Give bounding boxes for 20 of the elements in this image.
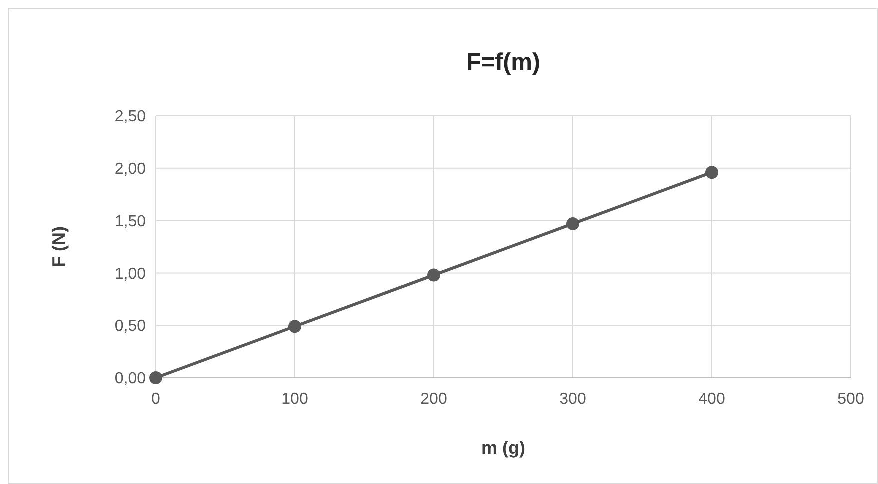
x-tick-label: 0 bbox=[152, 391, 161, 408]
y-tick-label: 2,50 bbox=[114, 108, 146, 126]
point bbox=[288, 320, 302, 334]
y-tick-label: 1,50 bbox=[114, 213, 146, 230]
point bbox=[706, 166, 718, 180]
y-tick-label: 0,50 bbox=[114, 318, 146, 336]
point bbox=[566, 217, 580, 230]
chart-title: F=f(m) bbox=[466, 49, 540, 76]
x-tick-label: 200 bbox=[420, 391, 448, 408]
x-tick-label: 300 bbox=[560, 391, 586, 408]
point bbox=[428, 268, 440, 282]
x-tick-label: 500 bbox=[838, 391, 864, 408]
y-axis-title: F (N) bbox=[49, 226, 69, 268]
y-tick-label: 1,00 bbox=[114, 266, 146, 283]
y-tick-label: 0,00 bbox=[114, 370, 146, 388]
x-axis-title: m (g) bbox=[482, 438, 526, 458]
point bbox=[150, 372, 162, 384]
y-tick-label: 2,00 bbox=[114, 161, 146, 178]
x-tick-label: 400 bbox=[698, 391, 726, 408]
x-tick-label: 100 bbox=[282, 391, 308, 408]
